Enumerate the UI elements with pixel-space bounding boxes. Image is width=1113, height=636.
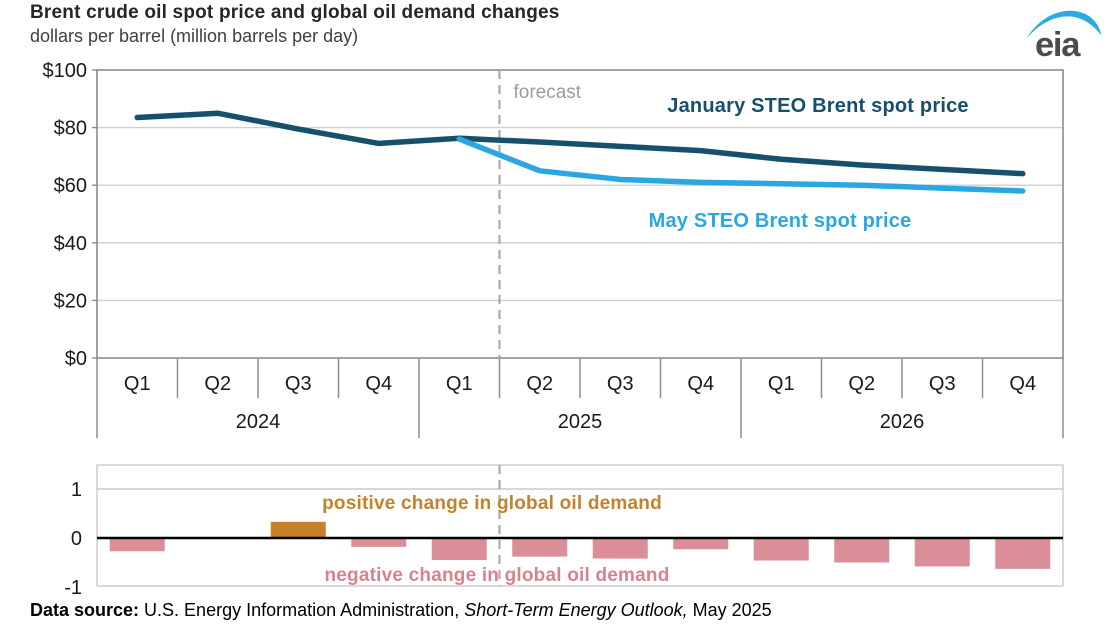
negative-demand-bar <box>753 538 809 561</box>
demand-bar-chart: 1 0 -1 positive change in global oil demand… <box>64 464 1064 599</box>
negative-demand-bar <box>109 538 165 552</box>
quarter-tick-label: Q4 <box>1009 373 1036 395</box>
quarter-tick-label: Q3 <box>929 373 956 395</box>
negative-demand-bar <box>834 538 890 563</box>
bar-chart-plot-border <box>96 464 1064 587</box>
negative-demand-bar <box>431 538 487 561</box>
negative-demand-bar <box>512 538 568 557</box>
y-axis-tick-label: $40 <box>54 233 87 255</box>
y-axis-tick-label: $100 <box>43 60 88 82</box>
line-chart: $100 $80 $60 $40 $20 $0 forecast January STEO B… <box>43 60 1064 438</box>
quarter-tick-label: Q1 <box>446 373 473 395</box>
year-tick-label: 2026 <box>880 411 925 433</box>
eia-logo: eia <box>1026 10 1102 64</box>
line-chart-gridlines <box>92 69 1063 359</box>
quarter-tick-label: Q3 <box>285 373 312 395</box>
positive-change-annotation: positive change in global oil demand <box>322 493 662 514</box>
data-source-label: Data source: <box>30 600 140 620</box>
negative-demand-bar <box>995 538 1051 569</box>
quarter-tick-label: Q2 <box>204 373 231 395</box>
eia-logo-text: eia <box>1035 26 1081 64</box>
y-axis-tick-label: $80 <box>54 118 87 140</box>
quarter-tick-label: Q2 <box>526 373 553 395</box>
negative-demand-bar <box>592 538 648 559</box>
bar-y-axis-tick-label: 0 <box>71 528 82 550</box>
data-source-publication: Short-Term Energy Outlook, <box>464 600 688 620</box>
negative-demand-bar <box>673 538 729 550</box>
january-steo-series-label: January STEO Brent spot price <box>667 95 968 117</box>
y-axis-tick-label: $20 <box>54 290 87 312</box>
positive-demand-bar <box>270 521 326 538</box>
negative-change-annotation: negative change in global oil demand <box>324 565 669 586</box>
chart-header: Brent crude oil spot price and global oi… <box>30 2 560 47</box>
bar-y-axis-tick-label: -1 <box>64 577 82 599</box>
negative-demand-bar <box>914 538 970 567</box>
quarter-tick-label: Q1 <box>124 373 151 395</box>
x-axis: Q1 Q2 Q3 Q4 Q1 Q2 Q3 Q4 Q1 Q2 Q3 Q4 2024 2025 2026 <box>96 358 1064 438</box>
bar-y-axis-tick-label: 1 <box>71 479 82 501</box>
y-axis-tick-label: $0 <box>65 348 87 370</box>
page-title: Brent crude oil spot price and global oi… <box>30 2 560 23</box>
quarter-tick-label: Q1 <box>768 373 795 395</box>
may-steo-series-label: May STEO Brent spot price <box>649 210 912 232</box>
forecast-label: forecast <box>514 82 582 103</box>
eia-logo-swoosh-icon <box>1026 10 1102 39</box>
year-tick-label: 2025 <box>558 411 603 433</box>
year-tick-label: 2024 <box>236 411 281 433</box>
quarter-tick-label: Q4 <box>687 373 714 395</box>
quarter-tick-label: Q2 <box>848 373 875 395</box>
data-source-text1: U.S. Energy Information Administration, <box>139 600 465 620</box>
data-source-text2: May 2025 <box>687 600 772 620</box>
january-steo-line <box>134 110 1026 177</box>
may-steo-line <box>456 136 1026 194</box>
page-subtitle: dollars per barrel (million barrels per … <box>30 26 359 46</box>
y-axis-tick-label: $60 <box>54 175 87 197</box>
quarter-tick-label: Q4 <box>365 373 392 395</box>
negative-demand-bar <box>351 538 407 547</box>
data-source-note: Data source: U.S. Energy Information Adm… <box>30 600 772 621</box>
quarter-tick-label: Q3 <box>607 373 634 395</box>
